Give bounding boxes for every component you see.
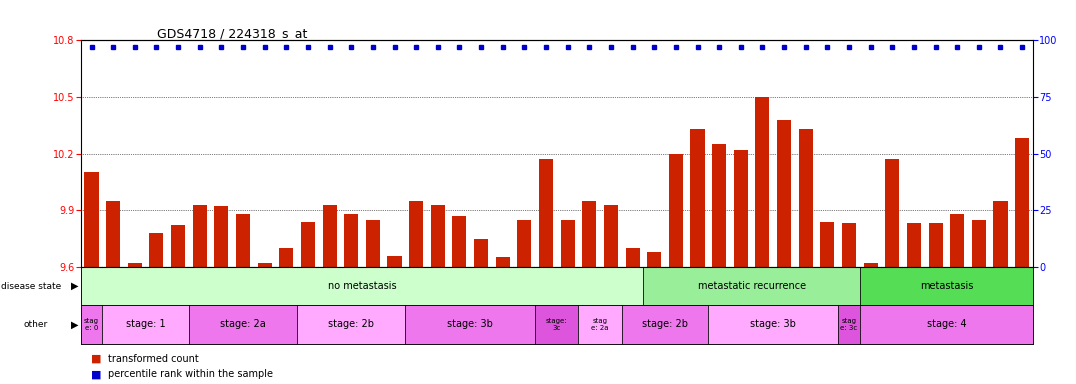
Bar	[257, 263, 272, 267]
Bar	[301, 222, 315, 267]
Text: ▶: ▶	[71, 319, 79, 329]
Bar	[625, 248, 639, 267]
Text: disease state: disease state	[1, 281, 61, 291]
Bar	[1015, 139, 1029, 267]
Bar	[452, 216, 467, 267]
Bar	[734, 150, 748, 267]
Bar	[539, 159, 553, 267]
Text: stag
e: 0: stag e: 0	[84, 318, 99, 331]
Bar	[85, 172, 99, 267]
Bar	[777, 119, 791, 267]
Bar	[691, 129, 705, 267]
Bar	[150, 233, 164, 267]
Bar	[171, 225, 185, 267]
Bar	[297, 305, 406, 344]
Bar	[582, 201, 596, 267]
Bar	[798, 129, 812, 267]
Text: ▶: ▶	[71, 281, 79, 291]
Bar	[604, 205, 618, 267]
Text: stage:
3c: stage: 3c	[546, 318, 568, 331]
Bar	[387, 255, 401, 267]
Text: stage: 2b: stage: 2b	[642, 319, 688, 329]
Bar	[755, 97, 769, 267]
Text: percentile rank within the sample: percentile rank within the sample	[108, 369, 272, 379]
Bar	[622, 305, 708, 344]
Bar	[864, 263, 878, 267]
Bar	[838, 305, 860, 344]
Bar	[280, 248, 294, 267]
Bar	[860, 267, 1033, 305]
Bar	[643, 267, 860, 305]
Bar	[929, 223, 943, 267]
Bar	[344, 214, 358, 267]
Text: stage: 3b: stage: 3b	[750, 319, 796, 329]
Bar	[579, 305, 622, 344]
Bar	[950, 214, 964, 267]
Bar	[860, 305, 1033, 344]
Bar	[430, 205, 444, 267]
Bar	[886, 159, 900, 267]
Text: ■: ■	[91, 369, 102, 379]
Bar	[128, 263, 142, 267]
Text: metastasis: metastasis	[920, 281, 973, 291]
Text: ■: ■	[91, 354, 102, 364]
Text: other: other	[24, 320, 48, 329]
Bar	[993, 201, 1007, 267]
Text: no metastasis: no metastasis	[328, 281, 396, 291]
Bar	[907, 223, 921, 267]
Bar	[81, 305, 102, 344]
Bar	[518, 220, 532, 267]
Text: transformed count: transformed count	[108, 354, 198, 364]
Bar	[841, 223, 856, 267]
Bar	[820, 222, 834, 267]
Bar	[193, 205, 207, 267]
Bar	[81, 267, 643, 305]
Bar	[708, 305, 838, 344]
Bar	[561, 220, 575, 267]
Bar	[102, 305, 189, 344]
Bar	[669, 154, 683, 267]
Text: GDS4718 / 224318_s_at: GDS4718 / 224318_s_at	[157, 27, 308, 40]
Bar	[406, 305, 535, 344]
Bar	[535, 305, 579, 344]
Bar	[107, 201, 121, 267]
Text: stage: 2a: stage: 2a	[221, 319, 266, 329]
Text: metastatic recurrence: metastatic recurrence	[697, 281, 806, 291]
Bar	[366, 220, 380, 267]
Bar	[214, 207, 228, 267]
Text: stage: 4: stage: 4	[926, 319, 966, 329]
Bar	[496, 257, 510, 267]
Bar	[409, 201, 423, 267]
Bar	[323, 205, 337, 267]
Text: stag
e: 3c: stag e: 3c	[840, 318, 858, 331]
Text: stag
e: 2a: stag e: 2a	[592, 318, 609, 331]
Text: stage: 1: stage: 1	[126, 319, 166, 329]
Text: stage: 3b: stage: 3b	[448, 319, 493, 329]
Bar	[236, 214, 250, 267]
Bar	[712, 144, 726, 267]
Bar	[647, 252, 662, 267]
Bar	[475, 238, 489, 267]
Bar	[972, 220, 986, 267]
Text: stage: 2b: stage: 2b	[328, 319, 374, 329]
Bar	[189, 305, 297, 344]
